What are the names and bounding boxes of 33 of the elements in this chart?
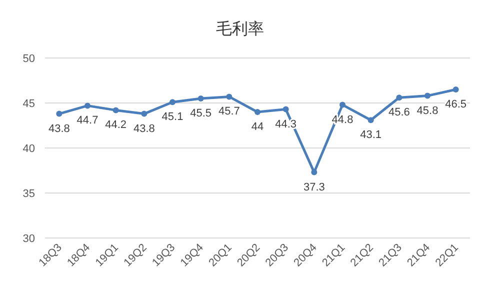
data-label: 45.5 xyxy=(190,108,212,120)
point xyxy=(226,94,232,100)
point xyxy=(112,107,119,114)
point xyxy=(198,96,204,102)
data-label: 45.6 xyxy=(388,106,410,119)
point xyxy=(396,94,402,101)
data-label: 44.7 xyxy=(76,114,98,127)
point xyxy=(368,117,374,124)
data-label: 45.8 xyxy=(416,104,438,117)
point xyxy=(254,109,260,115)
y-tick-label: 30 xyxy=(22,233,35,245)
y-tick-label: 50 xyxy=(22,53,35,65)
data-label: 43.8 xyxy=(133,122,155,135)
point xyxy=(452,86,459,92)
point xyxy=(84,102,90,109)
y-tick-label: 40 xyxy=(22,143,35,155)
y-tick-label: 45 xyxy=(22,98,35,110)
data-label: 43.8 xyxy=(48,122,70,135)
chart-title: 毛利率 xyxy=(216,20,264,38)
point xyxy=(282,106,289,112)
data-label: 37.3 xyxy=(303,181,325,194)
point xyxy=(56,110,62,117)
y-tick-label: 35 xyxy=(22,188,35,200)
point xyxy=(340,102,346,108)
point xyxy=(424,92,430,99)
data-label: 45.7 xyxy=(218,106,240,118)
data-label: 44.2 xyxy=(105,119,127,132)
data-label: 46.5 xyxy=(445,98,467,110)
data-label: 45.1 xyxy=(162,111,184,124)
data-label: 43.1 xyxy=(360,129,382,142)
data-label: 44 xyxy=(251,121,264,133)
point xyxy=(170,99,176,106)
point xyxy=(141,110,148,117)
